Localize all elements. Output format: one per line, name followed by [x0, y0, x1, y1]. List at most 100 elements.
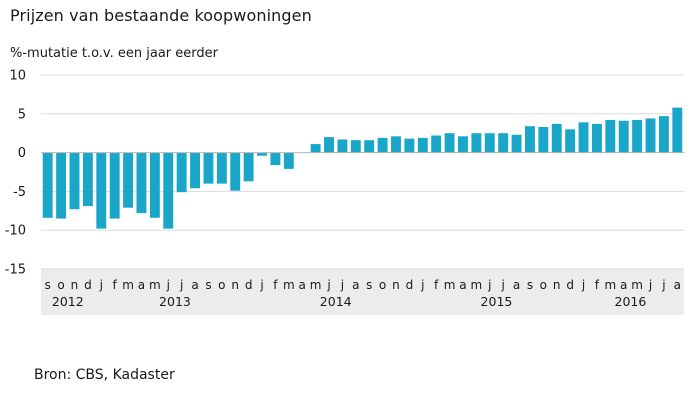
x-tick-label: d: [566, 278, 574, 292]
bar: [431, 135, 442, 153]
x-tick-label: m: [122, 278, 134, 292]
x-tick-label: f: [273, 278, 278, 292]
x-tick-label: s: [205, 278, 211, 292]
x-tick-label: j: [179, 278, 183, 292]
x-tick-label: d: [245, 278, 253, 292]
y-tick-label: 10: [9, 69, 26, 84]
source-note: Bron: CBS, Kadaster: [34, 367, 175, 383]
bar: [350, 140, 361, 153]
bar: [324, 137, 334, 153]
bar: [632, 120, 643, 153]
x-tick-label: m: [444, 278, 456, 292]
x-tick-label: n: [71, 278, 79, 292]
bar: [216, 152, 227, 184]
year-label: 2013: [159, 294, 191, 309]
bar: [230, 152, 241, 191]
x-tick-label: j: [581, 278, 585, 292]
bar: [109, 152, 120, 219]
bar: [82, 152, 93, 207]
bar: [190, 152, 201, 189]
x-tick-label: a: [513, 278, 520, 292]
x-tick-label: m: [631, 278, 643, 292]
bar: [471, 133, 482, 153]
bar: [42, 152, 53, 218]
x-tick-label: j: [500, 278, 504, 292]
x-tick-label: d: [84, 278, 92, 292]
bar: [69, 152, 80, 210]
bar: [538, 126, 549, 153]
bar: [176, 152, 187, 193]
x-tick-label: d: [406, 278, 414, 292]
x-tick-label: a: [352, 278, 359, 292]
x-tick-label: a: [674, 278, 681, 292]
x-tick-label: n: [392, 278, 400, 292]
x-tick-label: j: [259, 278, 263, 292]
bar: [404, 138, 415, 153]
year-label: 2012: [52, 294, 84, 309]
year-label: 2014: [320, 294, 352, 309]
bar: [96, 152, 107, 229]
x-tick-label: n: [553, 278, 561, 292]
bar: [149, 152, 160, 218]
bar: [551, 123, 562, 153]
bar: [283, 152, 294, 169]
x-tick-label: m: [149, 278, 161, 292]
x-tick-label: m: [283, 278, 295, 292]
bar: [364, 140, 375, 153]
chart-title: Prijzen van bestaande koopwoningen: [10, 6, 312, 25]
bar: [337, 139, 348, 153]
bar: [391, 136, 401, 153]
bar: [645, 118, 656, 153]
bar: [672, 107, 683, 153]
bar: [444, 133, 455, 153]
x-tick-label: a: [620, 278, 627, 292]
x-tick-label: j: [648, 278, 652, 292]
y-tick-label: 5: [18, 107, 26, 122]
x-tick-label: o: [218, 278, 225, 292]
bar: [618, 120, 629, 153]
y-tick-label: -15: [5, 263, 26, 278]
x-tick-label: s: [366, 278, 372, 292]
bar: [498, 133, 509, 153]
bar: [163, 152, 174, 229]
bar: [565, 129, 576, 153]
y-tick-label: 0: [18, 146, 26, 161]
x-tick-label: f: [434, 278, 439, 292]
x-tick-label: j: [326, 278, 330, 292]
x-tick-label: o: [57, 278, 64, 292]
x-tick-label: o: [540, 278, 547, 292]
bar: [484, 133, 495, 153]
year-label: 2015: [481, 294, 513, 309]
bar: [243, 152, 254, 182]
y-axis-unit-label: %-mutatie t.o.v. een jaar eerder: [10, 46, 218, 61]
y-tick-label: -5: [13, 185, 26, 200]
bar: [524, 126, 535, 153]
x-tick-label: j: [420, 278, 424, 292]
bar: [56, 152, 67, 219]
x-tick-label: s: [45, 278, 51, 292]
x-tick-label: a: [191, 278, 198, 292]
bar: [458, 136, 468, 153]
x-tick-label: f: [595, 278, 600, 292]
x-tick-label: a: [138, 278, 145, 292]
year-label: 2016: [615, 294, 647, 309]
bar: [377, 137, 388, 153]
y-tick-label: -10: [5, 224, 26, 239]
bar: [136, 152, 147, 214]
bar: [578, 122, 589, 153]
bar: [310, 144, 321, 153]
x-tick-label: j: [661, 278, 665, 292]
x-tick-label: m: [604, 278, 616, 292]
x-tick-label: j: [99, 278, 103, 292]
bar: [203, 152, 214, 184]
bar: [658, 116, 669, 153]
bar: [270, 152, 281, 166]
x-axis-band: [41, 269, 684, 315]
x-tick-label: n: [231, 278, 239, 292]
bar: [123, 152, 134, 208]
x-tick-label: j: [487, 278, 491, 292]
x-tick-label: j: [166, 278, 170, 292]
x-tick-label: m: [471, 278, 483, 292]
x-tick-label: a: [299, 278, 306, 292]
